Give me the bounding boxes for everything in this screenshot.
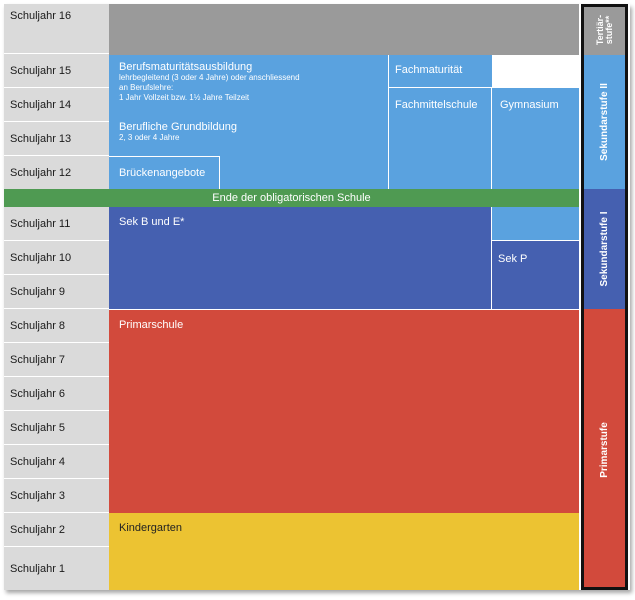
obligatory-end-band: Ende der obligatorischen Schule (4, 189, 579, 207)
sek-p-box: Sek P (492, 241, 579, 309)
fachmaturitaet-label: Fachmaturität (395, 64, 463, 76)
year-label-14: Schuljahr 14 (4, 88, 109, 122)
stage-sekundar2: Sekundarstufe II (583, 55, 626, 189)
year-label-5: Schuljahr 5 (4, 411, 109, 445)
primarschule-box: Primarschule (109, 309, 579, 513)
berufsmaturitaet-line3: 1 Jahr Vollzeit bzw. 1½ Jahre Teilzeit (119, 93, 250, 102)
year-label-15: Schuljahr 15 (4, 54, 109, 88)
stage-primar: Primarstufe (583, 309, 626, 590)
brueckenangebote-label: Brückenangebote (119, 167, 206, 179)
grundbildung-label: Berufliche Grundbildung 2, 3 oder 4 Jahr… (119, 121, 389, 143)
gap-strip (492, 55, 579, 88)
year-label-1: Schuljahr 1 (4, 547, 109, 590)
fachmaturitaet-box: Fachmaturität (389, 55, 492, 88)
berufsmaturitaet-title: Berufsmaturitätsausbildung (119, 61, 253, 73)
year-label-13: Schuljahr 13 (4, 122, 109, 156)
grundbildung-title: Berufliche Grundbildung (119, 121, 238, 133)
year-label-4: Schuljahr 4 (4, 445, 109, 479)
brueckenangebote-box: Brückenangebote (109, 156, 220, 189)
year-label-9: Schuljahr 9 (4, 275, 109, 309)
berufsmaturitaet-label: Berufsmaturitätsausbildung lehrbegleiten… (119, 61, 389, 103)
kindergarten-box: Kindergarten (109, 513, 579, 590)
tertiary-area (109, 4, 579, 55)
obligatory-end-label: Ende der obligatorischen Schule (212, 192, 371, 204)
gymnasium-label: Gymnasium (500, 99, 559, 111)
stage-frame-border (581, 4, 628, 590)
year-label-12: Schuljahr 12 (4, 156, 109, 190)
year-label-7: Schuljahr 7 (4, 343, 109, 377)
sek-p-label: Sek P (498, 253, 528, 265)
year-label-16: Schuljahr 16 (4, 4, 109, 54)
sek-b-e-label: Sek B und E* (119, 216, 185, 228)
education-system-diagram: Schuljahr 16 Schuljahr 15 Schuljahr 14 S… (4, 4, 630, 590)
year-label-6: Schuljahr 6 (4, 377, 109, 411)
year-label-3: Schuljahr 3 (4, 479, 109, 513)
year-label-2: Schuljahr 2 (4, 513, 109, 547)
year-column: Schuljahr 16 Schuljahr 15 Schuljahr 14 S… (4, 4, 109, 590)
year-label-10: Schuljahr 10 (4, 241, 109, 275)
berufsmaturitaet-line2: an Berufslehre: (119, 83, 174, 92)
gymnasium-continuation (492, 207, 579, 241)
stage-sekundar1: Sekundarstufe I (583, 189, 626, 309)
grundbildung-subtitle: 2, 3 oder 4 Jahre (119, 133, 180, 142)
kindergarten-label: Kindergarten (119, 522, 182, 534)
fachmittelschule-box: Fachmittelschule (389, 88, 492, 189)
year-label-11: Schuljahr 11 (4, 207, 109, 241)
sek-b-e-box: Sek B und E* (109, 207, 492, 309)
stage-column: Tertiär- stufe** Sekundarstufe II Sekund… (579, 4, 630, 590)
primarschule-label: Primarschule (119, 319, 184, 331)
berufsmaturitaet-line1: lehrbegleitend (3 oder 4 Jahre) oder ans… (119, 73, 300, 82)
fachmittelschule-label: Fachmittelschule (395, 99, 478, 111)
year-label-8: Schuljahr 8 (4, 309, 109, 343)
gymnasium-box: Gymnasium (492, 88, 579, 189)
stage-tertiaer: Tertiär- stufe** (583, 4, 626, 55)
